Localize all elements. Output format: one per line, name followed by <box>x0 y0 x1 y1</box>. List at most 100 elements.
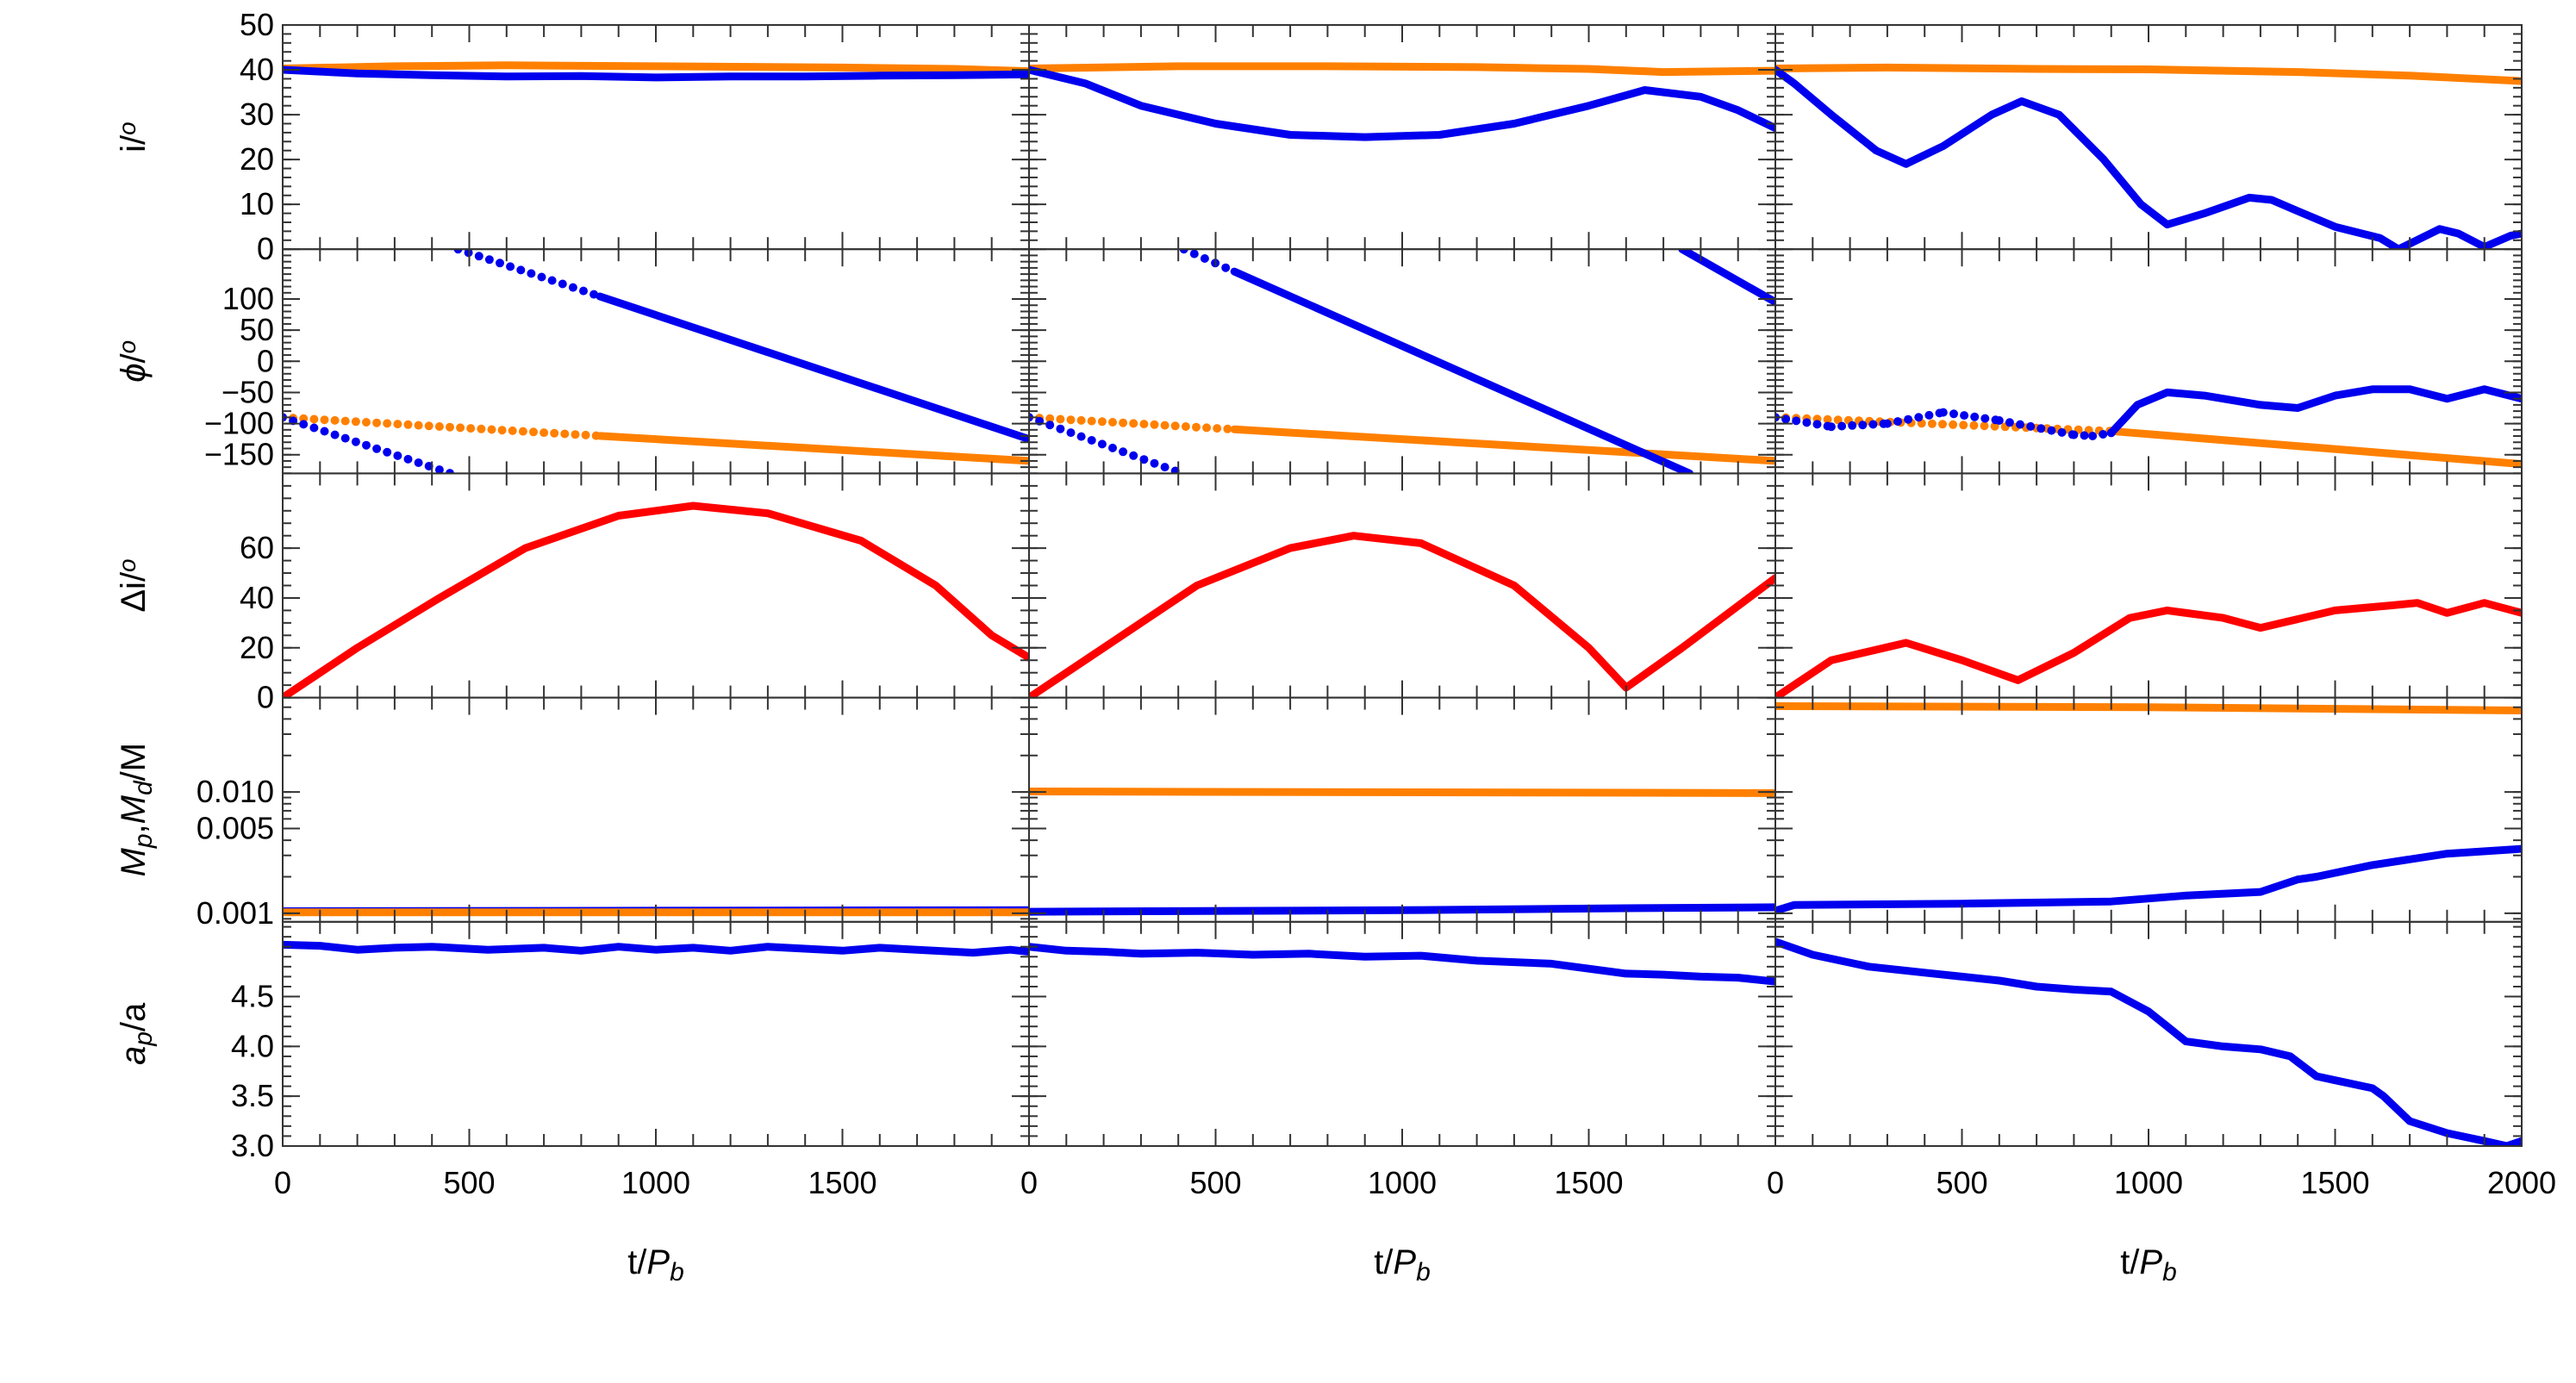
data-point <box>529 427 538 437</box>
panel-frame <box>1028 696 1776 923</box>
data-point <box>1160 421 1169 430</box>
y-axis-label-part: ϕ <box>115 364 153 383</box>
panel-frames <box>282 24 2523 1148</box>
panel-r3-c3 <box>1775 599 2522 698</box>
data-point <box>446 469 454 474</box>
data-point <box>1868 420 1878 429</box>
data-point <box>2016 420 2024 429</box>
data-point <box>1170 421 1180 431</box>
y-axis-label-part: p <box>129 1031 158 1047</box>
x-axis-label-part: P <box>1393 1243 1416 1281</box>
x-tick-label: 1500 <box>1554 1165 1623 1200</box>
data-point <box>1119 447 1128 457</box>
data-point <box>1045 421 1055 430</box>
y-tick-label: 20 <box>240 630 274 665</box>
y-tick-label: 50 <box>240 7 274 42</box>
x-axis-label-part: b <box>2162 1258 2177 1286</box>
data-point <box>1994 416 2004 425</box>
y-tick-label: 3.5 <box>231 1078 274 1113</box>
series-line <box>1029 788 1775 797</box>
x-axis-label: t/Pb <box>1374 1243 1431 1286</box>
data-point <box>518 427 527 436</box>
data-point <box>508 426 517 435</box>
data-point <box>372 444 382 453</box>
x-axis-label-part: t/ <box>627 1243 647 1281</box>
data-point <box>1108 443 1117 452</box>
data-point <box>1181 422 1190 431</box>
data-point <box>568 283 577 292</box>
plot-marks <box>283 61 2522 1147</box>
data-point <box>414 421 423 430</box>
data-point <box>1980 421 1989 431</box>
data-point <box>2080 431 2089 440</box>
data-point <box>434 422 444 431</box>
data-point <box>1056 424 1065 433</box>
data-point <box>1223 424 1232 433</box>
data-point <box>571 430 580 439</box>
panel-r4-c3 <box>1775 702 2522 915</box>
panel-r4-c2 <box>1029 788 1775 916</box>
data-point <box>403 420 413 429</box>
data-point <box>550 428 559 438</box>
panel-frame <box>1775 472 2523 699</box>
y-tick-label: 0.005 <box>196 810 274 845</box>
data-point <box>1066 415 1076 425</box>
x-axis-label: t/Pb <box>627 1243 684 1286</box>
data-point <box>1924 410 1934 420</box>
y-tick-label: 0 <box>257 231 274 266</box>
series-line <box>1029 532 1775 698</box>
data-point <box>2036 424 2046 433</box>
data-point <box>1938 420 1947 429</box>
data-point <box>1170 466 1180 474</box>
x-axis-label-part: b <box>1416 1258 1431 1286</box>
data-point <box>506 262 515 271</box>
data-point <box>424 421 433 431</box>
data-point <box>453 249 463 254</box>
series-line <box>283 940 1029 957</box>
data-point <box>372 418 382 427</box>
y-axis-label-part: Δi/ <box>115 571 153 613</box>
data-point <box>558 279 567 289</box>
y-axis-label-part: p <box>129 833 158 849</box>
panel-r5-c3 <box>1775 938 2522 1147</box>
panel-frame <box>282 920 1030 1148</box>
data-point <box>547 276 557 285</box>
data-point <box>434 465 444 474</box>
y-axis-label-part: /M <box>115 743 153 781</box>
y-tick-label: 4.5 <box>231 979 274 1014</box>
panel-r3-c2 <box>1029 532 1775 698</box>
data-point <box>351 417 360 427</box>
data-point <box>540 428 549 438</box>
y-axis-label-part: o <box>114 340 140 354</box>
y-axis-label-part: o <box>114 121 140 135</box>
data-point <box>320 427 329 436</box>
data-point <box>393 420 402 429</box>
x-tick-label: 1000 <box>621 1165 690 1200</box>
panel-r5-c2 <box>1029 943 1775 986</box>
x-axis-label-part: P <box>2139 1243 2162 1281</box>
data-point <box>1200 254 1209 263</box>
data-point <box>1833 415 1843 425</box>
y-tick-label: 60 <box>240 530 274 565</box>
data-point <box>299 420 309 429</box>
y-tick-label: 0 <box>257 343 274 378</box>
series-line <box>1029 62 1775 77</box>
data-point <box>1119 418 1128 427</box>
data-point <box>1087 436 1096 445</box>
y-tick-label: 100 <box>222 281 274 316</box>
series-line <box>1775 938 2522 1147</box>
panel-r1-c3 <box>1775 63 2522 250</box>
panel-frame <box>1775 696 2523 923</box>
data-point <box>2026 421 2036 431</box>
series-line <box>1775 599 2522 698</box>
data-point <box>1960 411 1969 421</box>
series-line <box>283 61 1029 76</box>
data-point <box>2088 432 2098 440</box>
series-line <box>1775 65 2522 250</box>
data-point <box>1882 419 1892 428</box>
data-point <box>393 451 402 460</box>
series-line <box>596 292 1029 444</box>
y-axis-label-part: a <box>115 1046 153 1065</box>
y-axis-label: ϕ/o <box>114 340 153 383</box>
data-point <box>1914 413 1924 422</box>
